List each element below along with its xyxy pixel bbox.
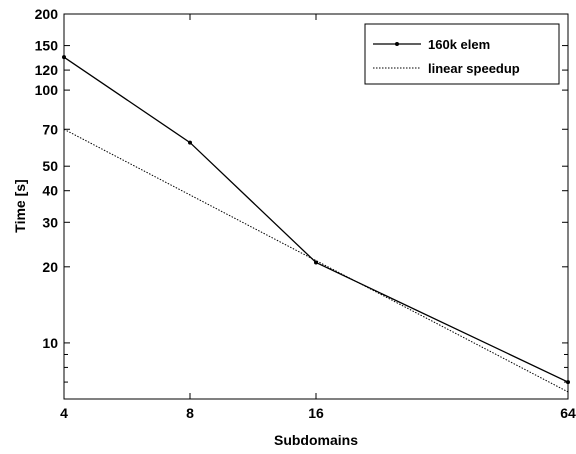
x-tick-label: 16 xyxy=(308,405,324,421)
y-tick-label: 50 xyxy=(42,158,58,174)
y-axis-ticks: 10 20 30 40 50 70 100 120 150 200 xyxy=(35,6,568,400)
y-axis-label: Time [s] xyxy=(12,179,28,232)
series-line-0 xyxy=(63,56,569,383)
series-layer xyxy=(62,55,570,393)
legend-label-160k: 160k elem xyxy=(428,37,490,52)
y-tick-label: 150 xyxy=(35,38,59,54)
x-tick-label: 4 xyxy=(60,405,68,421)
y-tick-label: 100 xyxy=(35,82,59,98)
y-tick-label: 200 xyxy=(35,6,59,22)
y-tick-label: 30 xyxy=(42,214,58,230)
legend-label-linear: linear speedup xyxy=(428,61,520,76)
data-point xyxy=(188,140,192,145)
legend-box xyxy=(364,23,560,85)
y-tick-label: 10 xyxy=(42,335,58,351)
legend-marker-160k xyxy=(395,42,399,46)
y-tick-label: 70 xyxy=(42,121,58,137)
y-tick-label: 20 xyxy=(42,259,58,275)
x-axis-ticks: 4 8 16 64 xyxy=(60,14,576,421)
x-axis-label: Subdomains xyxy=(274,432,358,448)
legend: 160k elem linear speedup xyxy=(364,23,560,85)
x-tick-label: 64 xyxy=(560,405,576,421)
data-point xyxy=(566,380,570,385)
data-point xyxy=(62,55,66,60)
x-tick-label: 8 xyxy=(186,405,194,421)
y-tick-label: 40 xyxy=(42,183,58,199)
y-tick-label: 120 xyxy=(35,62,59,78)
